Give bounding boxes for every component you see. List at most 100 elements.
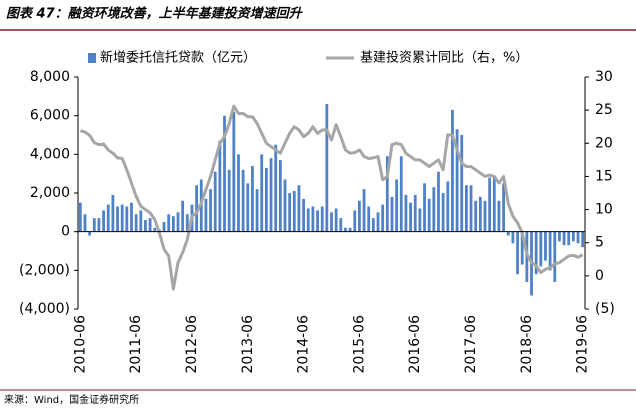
y-tick-label: 0	[61, 224, 70, 240]
x-tick-label: 2015-06	[351, 315, 367, 374]
bar	[506, 231, 510, 236]
bar	[227, 169, 231, 232]
bar	[195, 185, 199, 232]
bar	[116, 206, 119, 232]
bar	[246, 183, 250, 232]
y-tick-label: 8,000	[30, 69, 70, 85]
bar	[353, 210, 357, 232]
bar	[348, 227, 352, 232]
bar	[432, 187, 436, 232]
y-tick-label: 30	[595, 69, 613, 85]
y-tick-label: 20	[595, 135, 613, 151]
bar	[278, 160, 282, 232]
bar	[520, 231, 524, 265]
bar	[297, 185, 301, 232]
bar	[455, 129, 459, 232]
y-tick-label: 4,000	[30, 146, 70, 162]
bar	[418, 208, 422, 232]
bar	[213, 171, 217, 232]
bar	[404, 194, 408, 232]
x-tick-label: 2019-06	[575, 315, 591, 374]
legend-swatch	[88, 53, 96, 63]
bar	[581, 231, 585, 248]
bar	[562, 231, 566, 246]
bar	[306, 208, 310, 232]
bar	[330, 212, 333, 232]
bar	[241, 169, 245, 232]
bar	[209, 189, 212, 232]
bar	[534, 231, 538, 275]
bar	[106, 204, 110, 232]
bar	[437, 171, 440, 232]
bar	[97, 218, 101, 232]
bar	[441, 193, 445, 232]
bar	[567, 231, 571, 246]
x-tick-label: 2011-06	[128, 315, 144, 374]
bar	[548, 231, 552, 271]
bar	[92, 218, 96, 232]
bar	[264, 167, 268, 232]
bar	[395, 179, 399, 232]
bar	[130, 202, 133, 232]
x-tick-label: 2010-06	[72, 315, 88, 374]
bar	[83, 214, 87, 232]
y-tick-label: 5	[595, 235, 604, 251]
bar	[185, 214, 189, 232]
bar	[320, 206, 324, 232]
x-tick-label: 2017-06	[463, 315, 479, 374]
y-tick-label: (2,000)	[19, 262, 70, 278]
bar	[223, 115, 226, 232]
bar	[292, 191, 296, 232]
bar	[576, 231, 580, 244]
bar	[460, 135, 464, 232]
bar	[125, 206, 129, 232]
bar	[218, 140, 222, 232]
bar	[409, 202, 412, 232]
bar	[344, 227, 347, 232]
bar	[553, 231, 557, 282]
y-tick-label: 2,000	[30, 185, 70, 201]
bar	[283, 179, 287, 232]
bar	[269, 158, 273, 232]
bar	[399, 156, 403, 232]
bar	[571, 231, 575, 242]
bar	[134, 214, 138, 232]
bar	[423, 183, 426, 232]
bar	[237, 154, 240, 232]
x-tick-label: 2013-06	[240, 315, 256, 374]
bar	[139, 210, 143, 232]
bar	[413, 194, 417, 232]
y-tick-label: (5)	[595, 301, 615, 317]
y-tick-label: 15	[595, 168, 613, 184]
bar	[144, 220, 147, 232]
bar	[358, 200, 361, 232]
bar	[260, 154, 264, 232]
bar	[376, 212, 380, 232]
bar	[204, 198, 208, 232]
bar	[311, 206, 315, 232]
bar	[367, 206, 371, 232]
bar	[474, 200, 478, 232]
bar	[302, 198, 305, 232]
y-tick-label: 25	[595, 102, 613, 118]
bar	[478, 196, 482, 232]
bar	[102, 210, 105, 232]
bar	[111, 194, 115, 232]
bar	[181, 200, 185, 232]
x-tick-label: 2014-06	[296, 315, 312, 374]
bar	[488, 177, 492, 232]
bar	[232, 111, 236, 232]
bar	[316, 210, 319, 232]
bar	[153, 227, 157, 232]
y-tick-label: 0	[595, 268, 604, 284]
line	[79, 104, 584, 291]
bar	[362, 189, 366, 232]
bar	[274, 144, 278, 232]
bar	[339, 218, 343, 232]
bar	[251, 165, 254, 232]
chart-title: 图表 47：融资环境改善，上半年基建投资增速回升	[6, 6, 304, 22]
bar	[544, 231, 547, 261]
x-tick-label: 2012-06	[184, 315, 200, 374]
bar	[539, 231, 543, 267]
